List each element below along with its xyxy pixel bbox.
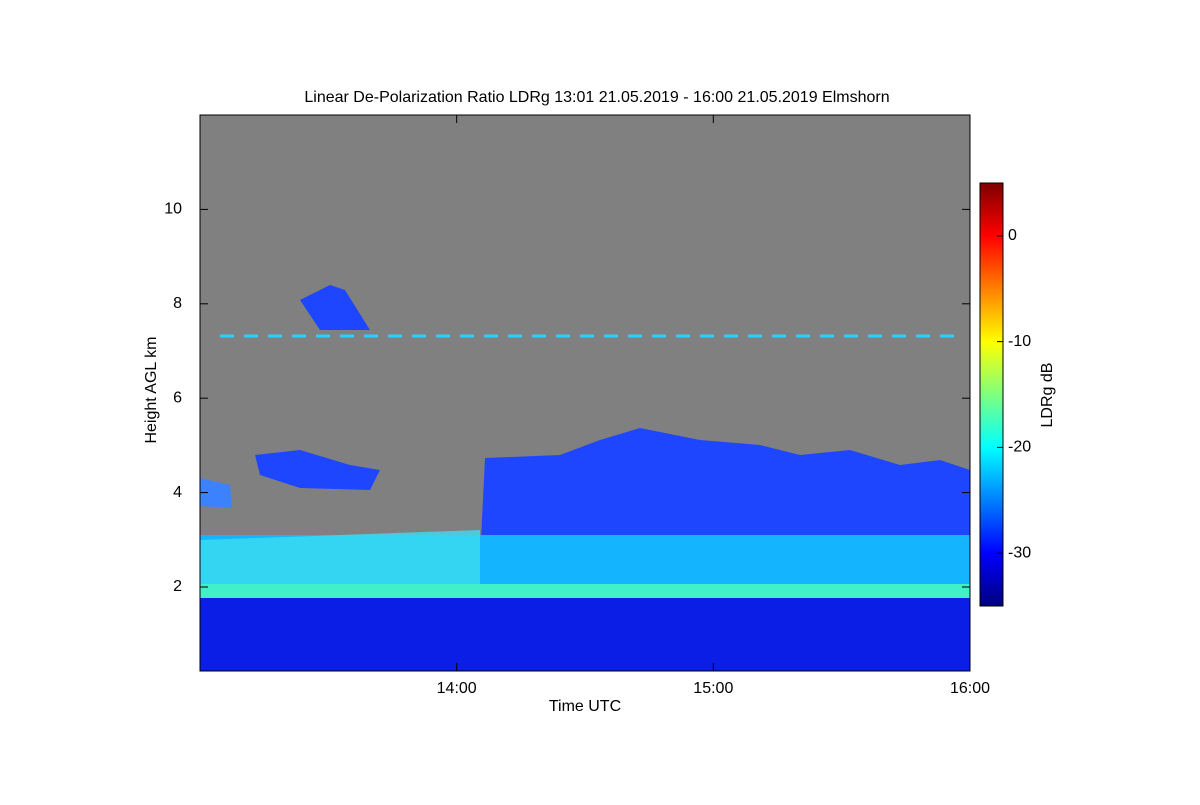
colorbar (979, 182, 1004, 607)
y-tick-label: 2 (173, 578, 182, 595)
colorbar-label: LDRg dB (1039, 363, 1056, 428)
cloud-patch (300, 285, 370, 330)
colorbar-tick-label: -20 (1008, 439, 1031, 456)
heatmap-field (200, 285, 970, 671)
y-tick-label: 10 (164, 201, 182, 218)
cloud-layer (200, 530, 480, 585)
colorbar-tick-label: -30 (1008, 544, 1031, 561)
cloud-patch (255, 450, 380, 490)
cloud-layer (480, 428, 970, 560)
x-tick-label: 16:00 (950, 680, 990, 697)
colorbar-tick-label: -10 (1008, 333, 1031, 350)
y-axis-label: Height AGL km (143, 336, 160, 443)
y-tick-label: 4 (173, 484, 182, 501)
y-tick-label: 6 (173, 389, 182, 406)
boundary-layer (200, 598, 970, 671)
x-axis-label: Time UTC (549, 698, 621, 715)
plot-frame (199, 114, 971, 672)
cloud-patch (200, 478, 232, 508)
colorbar-tick-label: 0 (1008, 227, 1017, 244)
bright-band (200, 584, 970, 600)
x-tick-label: 15:00 (693, 680, 733, 697)
x-tick-label: 14:00 (437, 680, 477, 697)
y-tick-label: 8 (173, 295, 182, 312)
chart-title: Linear De-Polarization Ratio LDRg 13:01 … (304, 89, 889, 106)
